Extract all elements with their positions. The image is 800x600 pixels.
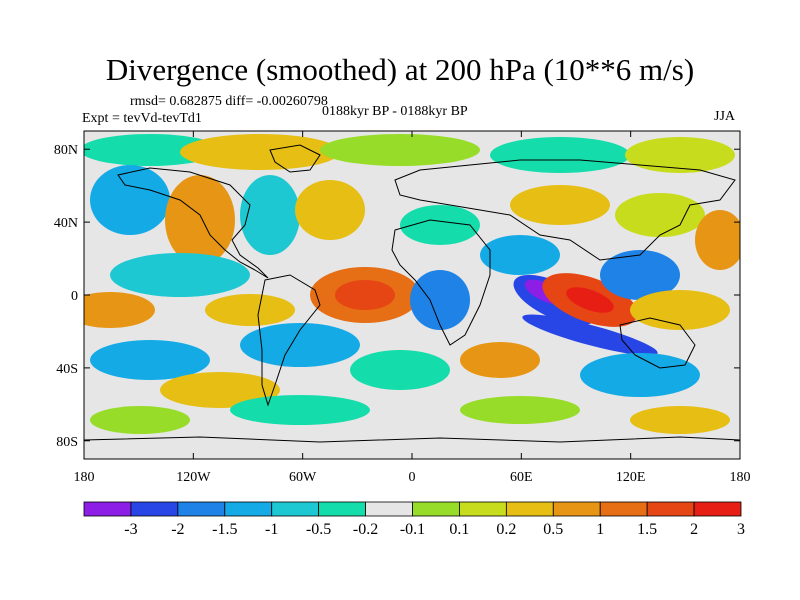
lat-tick-label: 80N xyxy=(54,143,78,158)
field-patch xyxy=(90,406,190,434)
colorbar-swatch xyxy=(83,501,132,517)
colorbar-label: 0.5 xyxy=(543,521,563,538)
colorbar-swatch xyxy=(599,501,648,517)
lon-tick-label: 120E xyxy=(616,470,646,485)
field-patch xyxy=(90,165,170,235)
colorbar-label: 0.1 xyxy=(449,521,469,538)
lon-tick-label: 0 xyxy=(409,470,416,485)
coast-south-america xyxy=(257,274,321,407)
field-patch xyxy=(480,235,560,275)
field-patch xyxy=(615,193,705,237)
colorbar-label: 0.2 xyxy=(496,521,516,538)
field-patch xyxy=(240,175,300,255)
colorbar-swatch xyxy=(459,501,507,517)
colorbar-label: -0.2 xyxy=(353,521,378,538)
field-patch xyxy=(230,395,370,425)
lon-tick-label: 60W xyxy=(289,470,317,485)
field-patch xyxy=(84,292,155,328)
field-patch xyxy=(695,210,740,270)
lon-tick-label: 120W xyxy=(176,470,211,485)
colorbar-label: -3 xyxy=(124,521,137,538)
divergence-field xyxy=(84,131,740,459)
field-patch xyxy=(205,294,295,326)
field-patch xyxy=(320,134,480,166)
colorbar-label: -1.5 xyxy=(212,521,237,538)
colorbar-label: 3 xyxy=(737,521,745,538)
field-patch xyxy=(580,353,700,397)
plot-title: Divergence (smoothed) at 200 hPa (10**6 … xyxy=(105,52,695,87)
field-patch xyxy=(490,137,630,173)
coast-africa xyxy=(391,219,491,346)
field-patch xyxy=(522,314,658,356)
field-patch xyxy=(460,396,580,424)
lon-tick-label: 180 xyxy=(730,470,751,485)
field-patch xyxy=(110,253,250,297)
colorbar-label: 1.5 xyxy=(637,521,657,538)
rmsd-diff-stats: rmsd= 0.682875 diff= -0.00260798 xyxy=(130,94,328,109)
colorbar-swatch xyxy=(693,501,742,517)
longitude-axis: 180 120W 60W 0 60E 120E 180 xyxy=(74,131,751,485)
field-patch xyxy=(460,342,540,378)
field-patch xyxy=(630,406,730,434)
colorbar-swatch xyxy=(412,501,460,517)
lat-tick-label: 40S xyxy=(56,362,78,377)
field-patch xyxy=(600,250,680,300)
field-patch xyxy=(566,287,614,313)
colorbar-swatch xyxy=(552,501,601,517)
field-patch xyxy=(510,185,610,225)
field-patch xyxy=(335,280,395,310)
period-label: 0188kyr BP - 0188kyr BP xyxy=(322,104,468,119)
colorbar-label: 2 xyxy=(690,521,698,538)
coast-australia xyxy=(619,317,696,369)
field-patch xyxy=(295,180,365,240)
lat-tick-label: 0 xyxy=(71,289,78,304)
colorbar-swatch xyxy=(130,501,179,517)
colorbar-swatch xyxy=(224,501,273,517)
field-patch xyxy=(400,205,480,245)
coast-antarctica xyxy=(84,436,740,443)
field-patch xyxy=(180,134,340,170)
coast-north-america xyxy=(117,167,269,279)
colorbar: -3 -2 -1.5 -1 -0.5 -0.2 -0.1 0.1 0.2 0.5 1 1.5 2 3 xyxy=(83,501,745,538)
lon-tick-label: 60E xyxy=(510,470,533,485)
colorbar-swatch xyxy=(646,501,695,517)
colorbar-swatch xyxy=(271,501,320,517)
colorbar-label: -0.5 xyxy=(306,521,331,538)
field-patch xyxy=(160,372,280,408)
colorbar-swatch xyxy=(505,501,554,517)
field-patch xyxy=(630,290,730,330)
coast-greenland xyxy=(269,144,321,173)
field-patch xyxy=(240,323,360,367)
field-patch xyxy=(410,270,470,330)
colorbar-label: -2 xyxy=(171,521,184,538)
coastlines xyxy=(84,144,740,443)
experiment-label: Expt = tevVd-tevTd1 xyxy=(82,111,202,126)
coast-eurasia xyxy=(394,159,736,261)
colorbar-label: 1 xyxy=(596,521,604,538)
lat-tick-label: 80S xyxy=(56,435,78,450)
colorbar-swatch xyxy=(177,501,226,517)
field-patch xyxy=(165,175,235,265)
field-patch xyxy=(90,340,210,380)
lat-tick-label: 40N xyxy=(54,216,78,231)
lon-tick-label: 180 xyxy=(74,470,95,485)
colorbar-label: -1 xyxy=(265,521,278,538)
season-label: JJA xyxy=(714,109,736,124)
colorbar-swatch xyxy=(318,501,366,517)
colorbar-swatch xyxy=(365,501,413,517)
field-patch xyxy=(350,350,450,390)
latitude-axis: 80N 40N 0 40S 80S xyxy=(54,143,740,450)
colorbar-label: -0.1 xyxy=(400,521,425,538)
field-patch xyxy=(625,137,735,173)
